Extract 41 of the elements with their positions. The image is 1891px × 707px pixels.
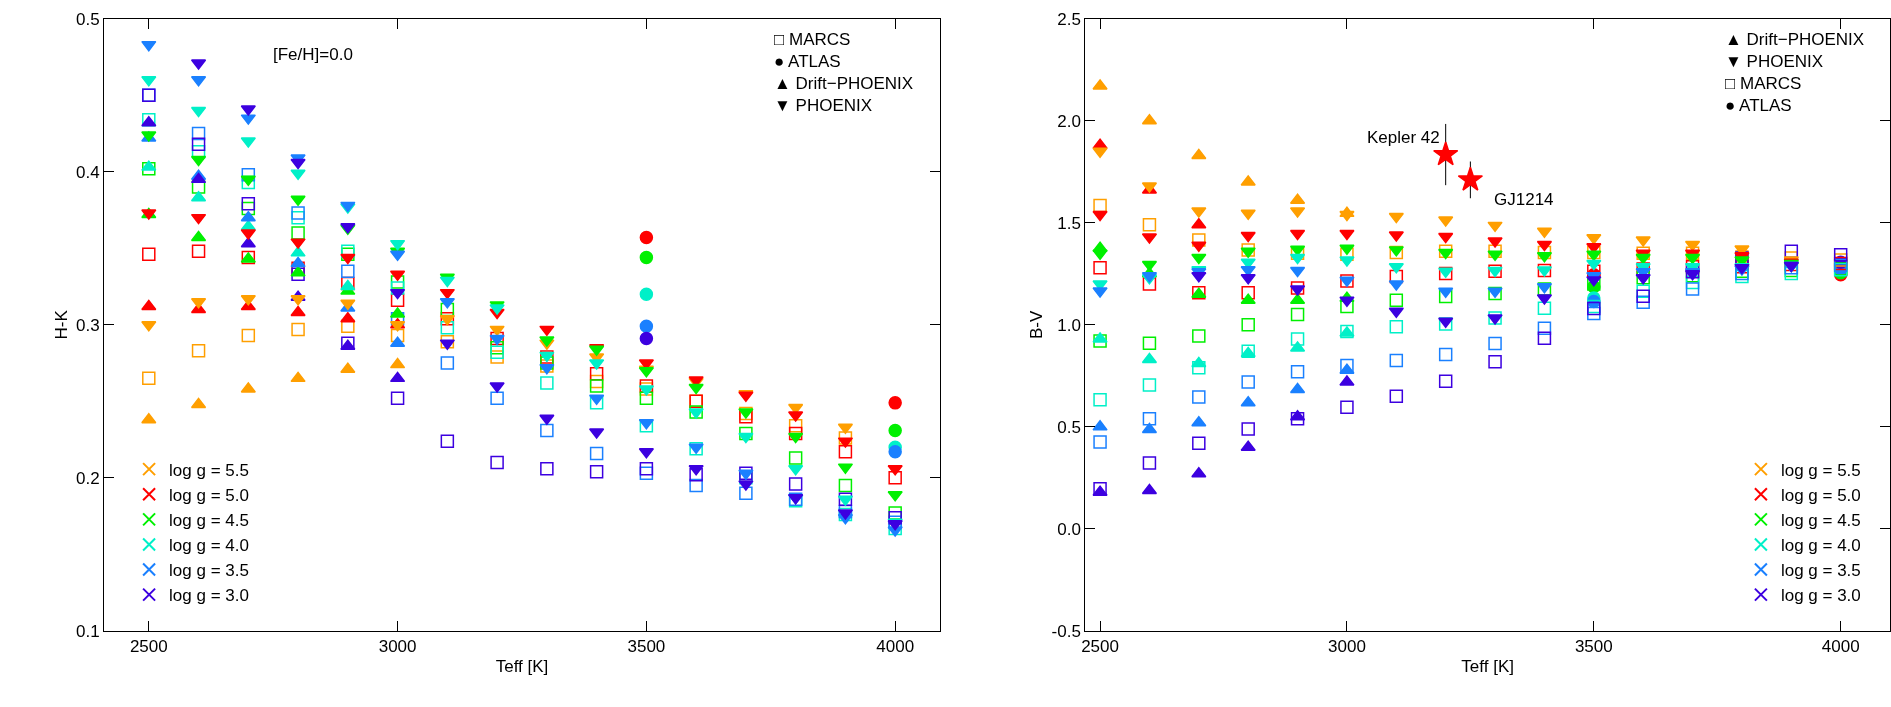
y-tick-label: 0.4 <box>75 162 100 182</box>
y-tick-label: 2.0 <box>1057 111 1081 131</box>
y-tick-label: 0.3 <box>75 315 100 335</box>
y-tick-label: 0.1 <box>75 621 100 641</box>
legend-label: log g = 4.5 <box>169 510 249 530</box>
legend-label: log g = 5.0 <box>1780 485 1861 505</box>
x-tick-label: 2500 <box>1081 637 1119 657</box>
annotation: GJ1214 <box>1494 190 1554 209</box>
x-axis-title: Teff [K] <box>495 656 549 676</box>
x-tick-label: 3500 <box>627 637 666 657</box>
annotation: ▲ Drift−PHOENIX ▼ PHOENIX □ MARCS ● ATLAS <box>1725 30 1865 116</box>
legend-label: log g = 3.5 <box>169 561 249 581</box>
y-tick-label: 0.0 <box>1057 519 1081 539</box>
y-tick-label: 0.2 <box>75 468 100 488</box>
y-tick-label: -0.5 <box>1051 621 1081 641</box>
y-tick-label: 0.5 <box>1057 417 1081 437</box>
x-tick-label: 3000 <box>378 637 417 657</box>
legend-label: log g = 4.5 <box>1780 510 1861 530</box>
x-tick-label: 3000 <box>1328 637 1366 657</box>
legend-label: log g = 3.0 <box>1780 586 1861 606</box>
legend-label: log g = 4.0 <box>1780 536 1861 556</box>
x-tick-label: 3500 <box>1574 637 1613 657</box>
y-axis-title: B-V <box>1027 309 1047 339</box>
x-axis-title: Teff [K] <box>1461 656 1514 676</box>
legend-label: log g = 4.0 <box>169 536 249 556</box>
legend-label: log g = 5.5 <box>169 460 249 480</box>
y-axis-title: H-K <box>51 309 71 340</box>
annotation: Kepler 42 <box>1367 128 1440 147</box>
y-tick-label: 0.5 <box>75 9 100 29</box>
legend-label: log g = 3.5 <box>1780 561 1861 581</box>
legend-label: log g = 5.0 <box>169 485 249 505</box>
x-tick-label: 4000 <box>876 637 915 657</box>
annotation: [Fe/H]=0.0 <box>273 45 353 64</box>
y-tick-label: 1.5 <box>1057 213 1081 233</box>
legend-label: log g = 3.0 <box>169 586 249 606</box>
annotation: □ MARCS ● ATLAS ▲ Drift−PHOENIX ▼ PHOENIX <box>774 30 914 116</box>
y-tick-label: 1.0 <box>1057 315 1081 335</box>
legend-label: log g = 5.5 <box>1780 460 1861 480</box>
y-tick-label: 2.5 <box>1057 9 1081 29</box>
x-tick-label: 4000 <box>1821 637 1860 657</box>
x-tick-label: 2500 <box>129 637 168 657</box>
